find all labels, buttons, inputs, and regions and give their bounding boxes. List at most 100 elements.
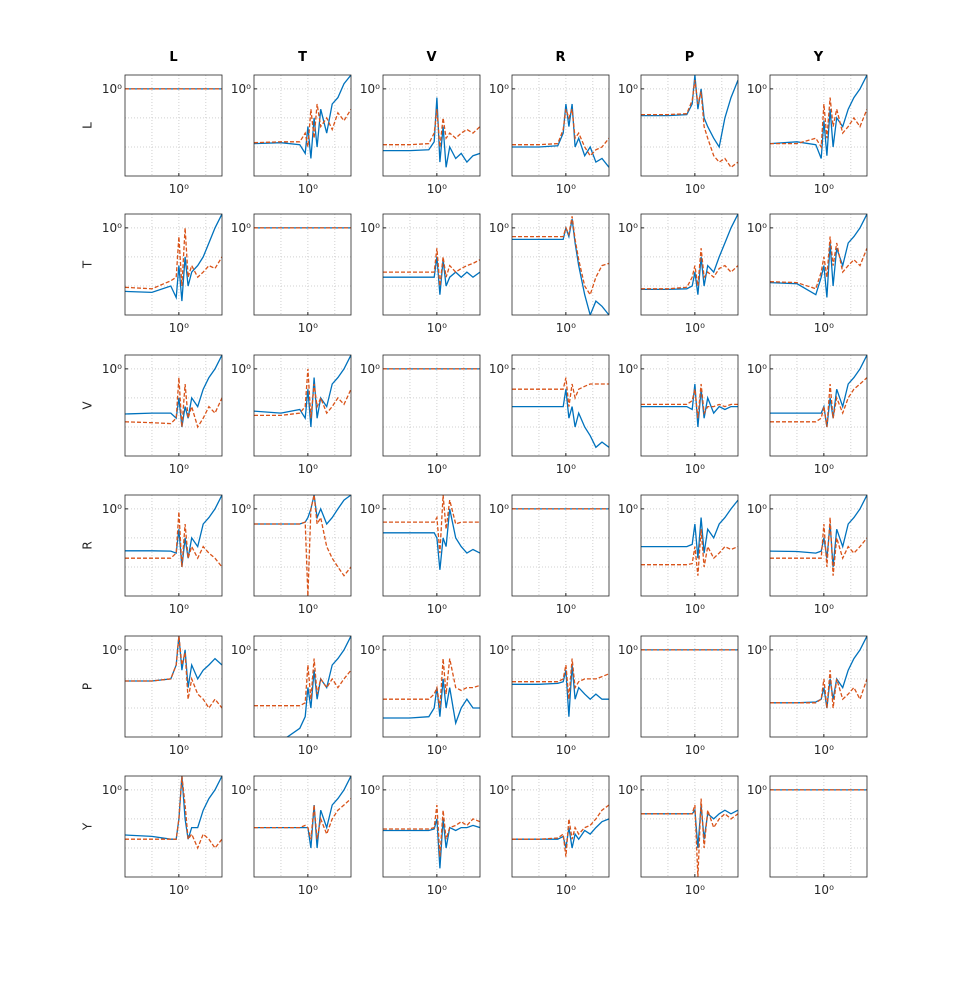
series-line: [512, 664, 609, 717]
series-line: [125, 776, 222, 840]
y-tick-label: 10⁰: [618, 82, 638, 96]
y-tick-label: 10⁰: [102, 783, 122, 797]
plot-frame: [769, 74, 868, 177]
plot-frame: [124, 494, 223, 597]
y-tick-label: 10⁰: [489, 643, 509, 657]
subplot: 10⁰ 10⁰: [489, 635, 610, 757]
subplot: 10⁰ 10⁰: [360, 494, 481, 616]
subplot: 10⁰ 10⁰: [102, 74, 223, 196]
series-line: [641, 529, 738, 576]
series-line: [770, 670, 867, 709]
plot-area: [512, 355, 609, 456]
y-tick-label: 10⁰: [360, 502, 380, 516]
y-tick-label: 10⁰: [102, 221, 122, 235]
plot-frame: [640, 775, 739, 878]
series-line: [512, 658, 609, 700]
series-line: [383, 508, 480, 570]
plot-frame: [640, 494, 739, 597]
plot-area: [254, 214, 351, 315]
column-title: P: [685, 50, 695, 65]
x-tick-label: 10⁰: [556, 462, 576, 476]
series-line: [383, 109, 480, 148]
plot-area: [254, 75, 351, 176]
x-tick-label: 10⁰: [556, 743, 576, 757]
y-tick-label: 10⁰: [360, 643, 380, 657]
y-tick-label: 10⁰: [618, 502, 638, 516]
plot-frame: [511, 213, 610, 316]
x-tick-label: 10⁰: [556, 602, 576, 616]
subplot: 10⁰ 10⁰: [747, 635, 868, 757]
series-line: [512, 377, 609, 407]
plot-frame: [640, 635, 739, 738]
subplot: 10⁰ 10⁰: [231, 74, 352, 196]
plot-area: [770, 355, 867, 456]
subplot: 10⁰ 10⁰: [360, 775, 481, 897]
x-tick-label: 10⁰: [298, 182, 318, 196]
x-tick-label: 10⁰: [814, 462, 834, 476]
plot-frame: [769, 775, 868, 878]
x-tick-label: 10⁰: [298, 883, 318, 897]
plot-frame: [382, 213, 481, 316]
y-tick-label: 10⁰: [489, 362, 509, 376]
plot-frame: [253, 213, 352, 316]
series-line: [770, 75, 867, 159]
plot-frame: [253, 775, 352, 878]
subplot: 10⁰ 10⁰: [360, 635, 481, 757]
x-tick-label: 10⁰: [556, 883, 576, 897]
subplot: 10⁰ 10⁰: [360, 354, 481, 476]
plot-area: [770, 776, 867, 877]
x-tick-label: 10⁰: [427, 883, 447, 897]
y-tick-label: 10⁰: [618, 783, 638, 797]
plot-area: [512, 636, 609, 737]
series-line: [254, 658, 351, 707]
plot-frame: [511, 354, 610, 457]
subplot: 10⁰ 10⁰: [747, 74, 868, 196]
plot-area: [641, 776, 738, 877]
row-label: V: [81, 401, 95, 410]
series-line: [383, 678, 480, 726]
y-tick-label: 10⁰: [747, 783, 767, 797]
column-title: Y: [813, 50, 824, 65]
series-line: [512, 804, 609, 857]
column-title: V: [426, 50, 436, 65]
x-tick-label: 10⁰: [685, 462, 705, 476]
x-tick-label: 10⁰: [298, 743, 318, 757]
series-line: [512, 389, 609, 449]
plot-area: [770, 214, 867, 315]
plot-frame: [124, 635, 223, 738]
series-line: [641, 214, 738, 295]
plot-frame: [124, 213, 223, 316]
plot-frame: [769, 635, 868, 738]
subplot: 10⁰ 10⁰: [102, 635, 223, 757]
plot-area: [125, 776, 222, 877]
series-line: [770, 517, 867, 576]
plot-frame: [769, 494, 868, 597]
plot-area: [125, 214, 222, 315]
subplot: 10⁰ 10⁰: [618, 74, 739, 196]
plot-area: [383, 355, 480, 456]
plot-area: [383, 776, 480, 877]
y-tick-label: 10⁰: [747, 221, 767, 235]
series-line: [512, 818, 609, 849]
subplot: 10⁰ 10⁰: [747, 354, 868, 476]
plot-frame: [511, 775, 610, 878]
plot-frame: [124, 354, 223, 457]
plot-frame: [124, 775, 223, 878]
series-line: [641, 248, 738, 290]
series-line: [383, 495, 480, 554]
x-tick-label: 10⁰: [169, 883, 189, 897]
x-tick-label: 10⁰: [298, 602, 318, 616]
column-title: L: [169, 50, 177, 65]
x-tick-label: 10⁰: [427, 321, 447, 335]
series-line: [254, 75, 351, 159]
x-tick-label: 10⁰: [556, 182, 576, 196]
row-label: L: [81, 122, 95, 129]
plot-frame: [253, 74, 352, 177]
series-line: [770, 97, 867, 150]
column-title: T: [298, 50, 307, 65]
subplot: 10⁰ 10⁰: [747, 775, 868, 897]
y-tick-label: 10⁰: [360, 221, 380, 235]
x-tick-label: 10⁰: [685, 182, 705, 196]
series-line: [512, 108, 609, 157]
y-tick-label: 10⁰: [489, 82, 509, 96]
